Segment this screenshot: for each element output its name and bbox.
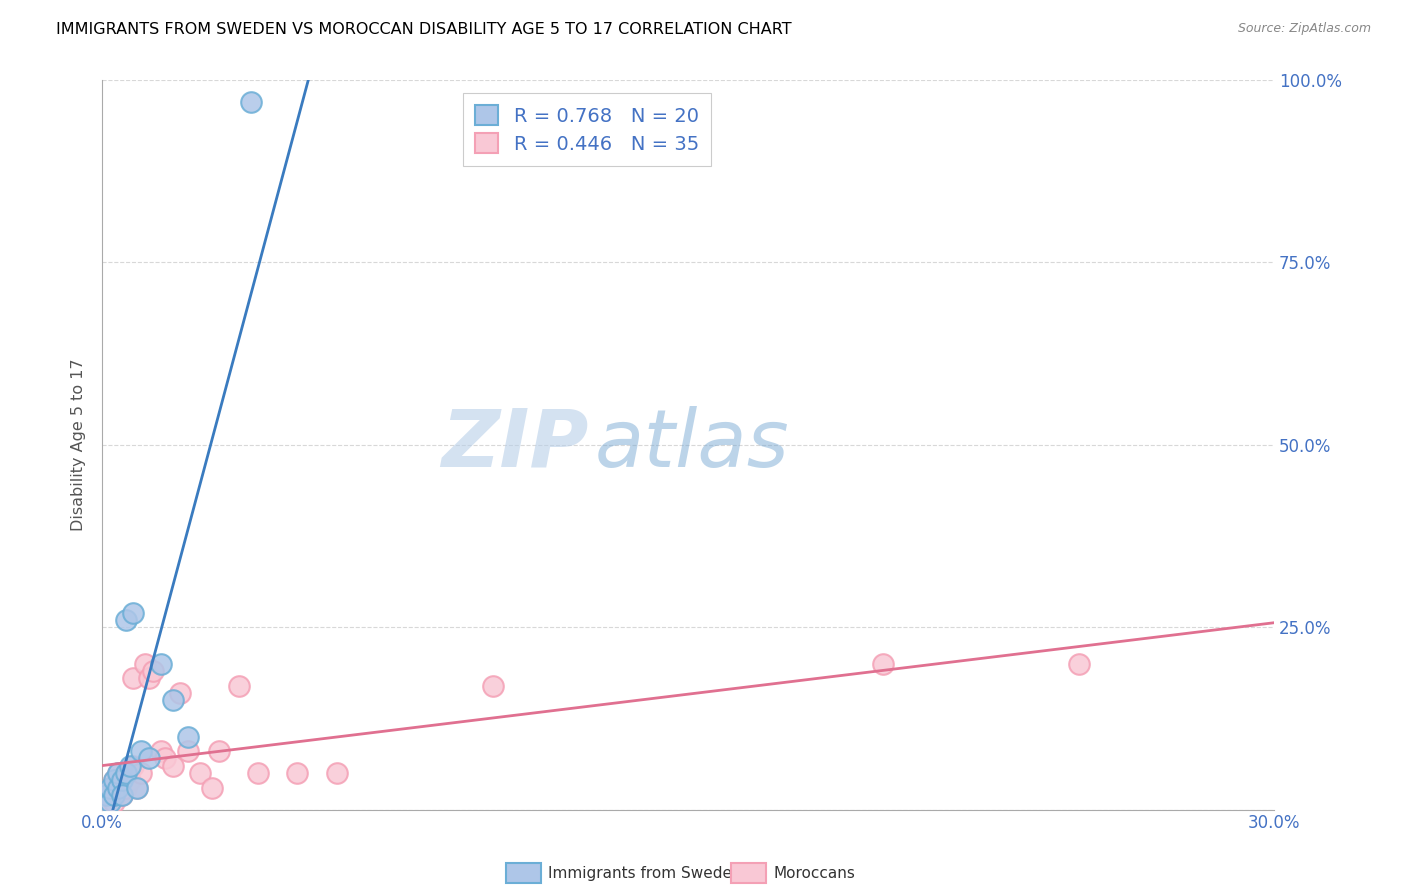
Text: IMMIGRANTS FROM SWEDEN VS MOROCCAN DISABILITY AGE 5 TO 17 CORRELATION CHART: IMMIGRANTS FROM SWEDEN VS MOROCCAN DISAB… <box>56 22 792 37</box>
Point <box>1067 657 1090 671</box>
Text: Moroccans: Moroccans <box>773 866 855 880</box>
Text: ZIP: ZIP <box>441 406 589 483</box>
Point <box>481 679 503 693</box>
Point <box>98 788 121 802</box>
Point <box>122 758 145 772</box>
Point <box>111 788 134 802</box>
Point <box>122 606 145 620</box>
Point <box>98 780 121 795</box>
Point <box>103 795 125 809</box>
Point <box>872 657 894 671</box>
Point <box>103 773 125 788</box>
Point <box>111 773 134 788</box>
Point <box>111 788 134 802</box>
Point <box>247 766 270 780</box>
Y-axis label: Disability Age 5 to 17: Disability Age 5 to 17 <box>72 359 86 531</box>
Point <box>107 766 129 780</box>
Point <box>118 758 141 772</box>
Point <box>142 664 165 678</box>
Point <box>129 766 152 780</box>
Point <box>94 795 117 809</box>
Point <box>153 751 176 765</box>
Point <box>118 773 141 788</box>
Point <box>149 744 172 758</box>
Text: Immigrants from Sweden: Immigrants from Sweden <box>548 866 742 880</box>
Point <box>114 780 136 795</box>
Point <box>122 671 145 685</box>
Point <box>162 758 184 772</box>
Point <box>177 744 200 758</box>
Point <box>114 766 136 780</box>
Point <box>98 795 121 809</box>
Point <box>138 751 160 765</box>
Point <box>188 766 211 780</box>
Point <box>127 780 149 795</box>
Point <box>134 657 156 671</box>
Point <box>114 613 136 627</box>
Point <box>94 788 117 802</box>
Text: atlas: atlas <box>595 406 789 483</box>
Point <box>162 693 184 707</box>
Point <box>94 788 117 802</box>
Text: Source: ZipAtlas.com: Source: ZipAtlas.com <box>1237 22 1371 36</box>
Point <box>129 744 152 758</box>
Point <box>107 766 129 780</box>
Point <box>107 780 129 795</box>
Point <box>149 657 172 671</box>
Point <box>169 686 191 700</box>
Point <box>239 95 262 109</box>
Point <box>103 773 125 788</box>
Point <box>325 766 347 780</box>
Point <box>177 730 200 744</box>
Point <box>287 766 309 780</box>
Legend: R = 0.768   N = 20, R = 0.446   N = 35: R = 0.768 N = 20, R = 0.446 N = 35 <box>464 94 711 166</box>
Point <box>111 773 134 788</box>
Point <box>114 766 136 780</box>
Point <box>107 780 129 795</box>
Point <box>228 679 250 693</box>
Point <box>138 671 160 685</box>
Point <box>103 788 125 802</box>
Point <box>200 780 222 795</box>
Point <box>127 780 149 795</box>
Point <box>208 744 231 758</box>
Point <box>98 780 121 795</box>
